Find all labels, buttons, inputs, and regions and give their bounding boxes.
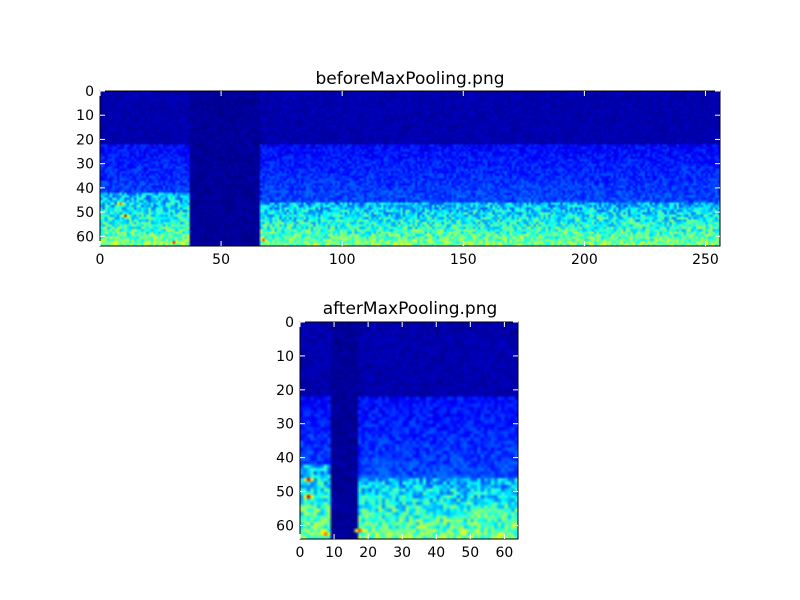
y-tick-label: 60 <box>76 229 94 245</box>
y-tick-label: 0 <box>285 315 294 331</box>
x-tick-label: 10 <box>325 545 343 561</box>
axis-ticks: 0 50 100 150 200 250 0 10 20 30 40 50 60 <box>76 84 720 268</box>
y-tick-label: 30 <box>76 157 94 173</box>
x-tick-label: 40 <box>427 545 445 561</box>
y-tick-label: 20 <box>76 132 94 148</box>
x-tick-label: 150 <box>450 252 477 268</box>
x-tick-label: 30 <box>393 545 411 561</box>
x-tick-label: 50 <box>212 252 230 268</box>
y-tick-label: 40 <box>76 181 94 197</box>
x-tick-label: 60 <box>495 545 513 561</box>
plot-frame <box>99 90 721 247</box>
y-tick-label: 10 <box>76 108 94 124</box>
plot-frame <box>299 321 519 540</box>
x-tick-label: 20 <box>359 545 377 561</box>
y-tick-label: 60 <box>276 518 294 534</box>
chart-before: beforeMaxPooling.png 0 50 100 150 200 250 0 10 2… <box>76 69 721 268</box>
x-tick-label: 0 <box>96 252 105 268</box>
chart-title: afterMaxPooling.png <box>323 299 498 319</box>
y-tick-label: 40 <box>276 451 294 467</box>
chart-title: beforeMaxPooling.png <box>315 69 504 89</box>
y-tick-label: 20 <box>276 383 294 399</box>
y-tick-label: 50 <box>76 205 94 221</box>
x-tick-label: 200 <box>571 252 598 268</box>
chart-after: afterMaxPooling.png 0 10 20 30 40 50 600102030… <box>276 299 519 561</box>
y-tick-label: 0 <box>85 84 94 100</box>
y-tick-label: 50 <box>276 485 294 501</box>
y-tick-label: 30 <box>276 417 294 433</box>
y-tick-label: 10 <box>276 349 294 365</box>
heatmap-after <box>300 322 518 539</box>
heatmap-before <box>100 91 720 246</box>
x-tick-label: 0 <box>296 545 305 561</box>
x-tick-label: 50 <box>461 545 479 561</box>
x-tick-label: 250 <box>692 252 719 268</box>
x-tick-label: 100 <box>329 252 356 268</box>
